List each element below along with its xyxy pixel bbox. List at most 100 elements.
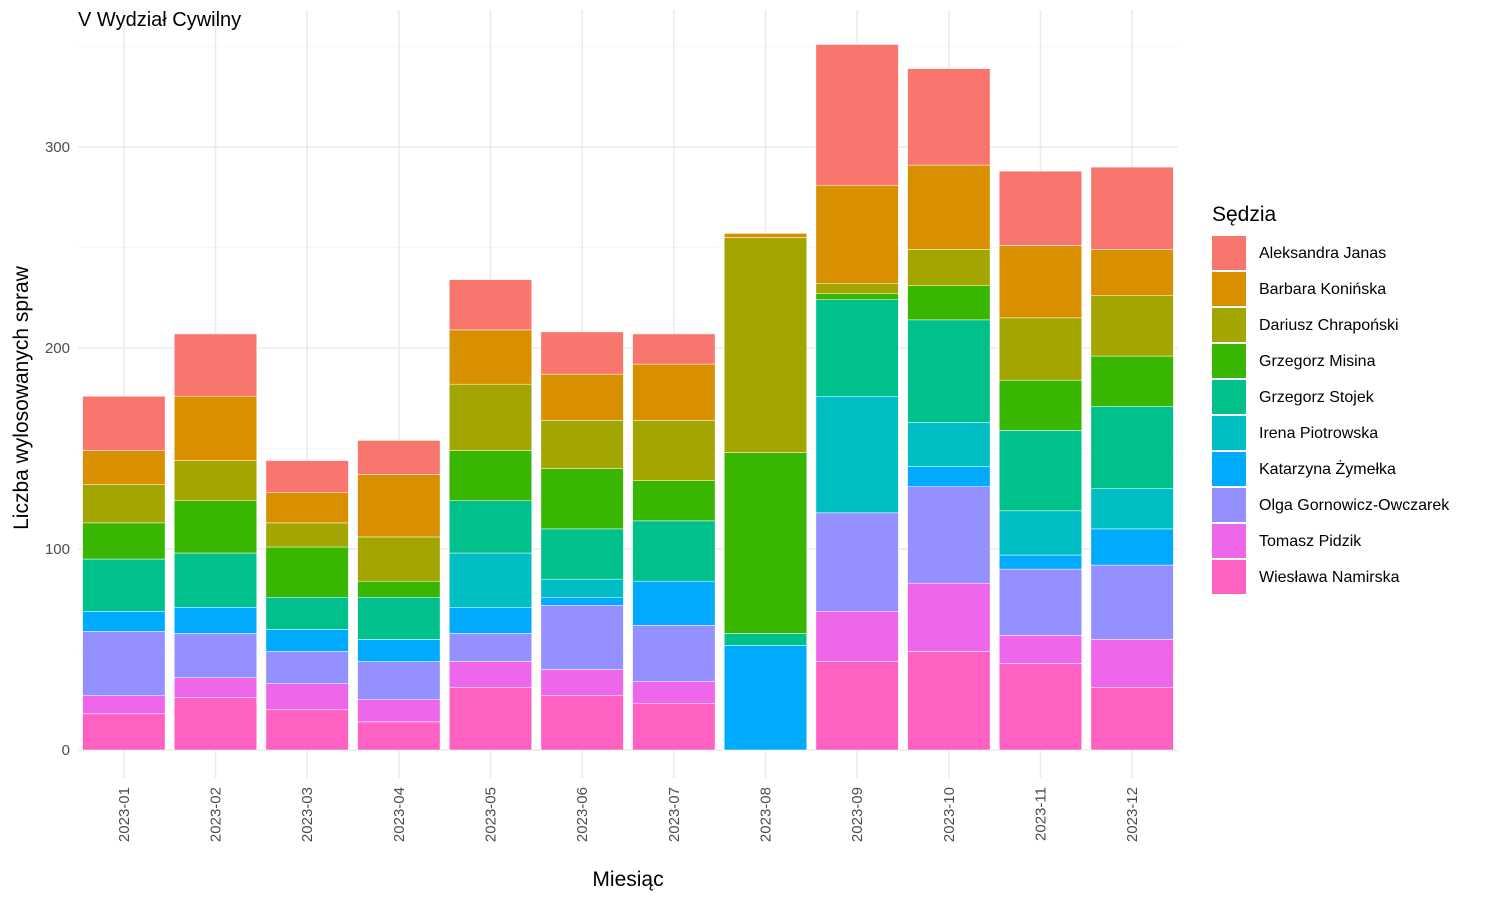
x-tick-label: 2023-08 [758,787,775,842]
legend-label: Wiesława Namirska [1259,569,1400,586]
bar-segment [999,510,1082,556]
legend-key [1212,452,1246,486]
bar-segment [540,695,624,751]
bar-segment [540,468,624,530]
bar-segment [82,484,166,524]
bar-segment [815,512,899,612]
legend-label: Katarzyna Żymełka [1259,459,1396,478]
bar-segment [265,492,349,524]
bar-segment [82,631,166,696]
bar-segment [1090,406,1174,489]
x-tick-label: 2023-05 [483,787,500,842]
bar-segment [1090,528,1174,566]
bar-segment [265,709,349,751]
bar-segment [265,683,349,711]
bar-segment [82,713,166,751]
legend-label: Irena Piotrowska [1259,425,1378,442]
bar-segment [449,500,532,554]
bar-segment [815,661,899,751]
bar-segment [540,373,624,421]
x-tick-label: 2023-03 [299,787,316,842]
bar-segment [632,520,716,582]
bar-segment [82,611,166,632]
x-tick-label: 2023-12 [1124,787,1141,842]
bar-segment [357,440,441,475]
bar-segment [632,681,716,705]
bar-segment [357,721,441,751]
bar-segment [82,695,166,715]
bar-segment [82,450,166,485]
bar-segment [357,699,441,723]
bar-segment [174,677,257,698]
bar-segment [265,522,349,548]
y-tick-label: 200 [45,340,70,357]
bar-segment [907,68,991,166]
bar-segment [1090,249,1174,296]
x-tick-label: 2023-07 [666,787,683,842]
y-tick-label: 100 [45,541,70,558]
bar-segment [174,633,257,678]
bar-segment [1090,687,1174,751]
bar-segment [632,625,716,682]
bar-segment [815,299,899,397]
bar-segment [907,651,991,751]
bar-segment [449,687,532,751]
bar-segment [449,552,532,608]
bar-segment [999,170,1082,246]
bar-segment [357,639,441,662]
bar-segment [449,661,532,688]
bar-segment [632,580,716,626]
bar-segment [174,552,257,608]
legend-key [1212,380,1246,414]
bar-segment [815,44,899,186]
bar-segment [82,395,166,451]
bar-segment [815,611,899,662]
bar-segment [357,596,441,640]
bar-segment [449,450,532,502]
x-tick-label: 2023-01 [116,787,133,842]
x-axis-ticks: 2023-01 2023-02 2023-03 2023-04 2023-05 2023-… [116,787,1141,842]
bar-segment [907,422,991,467]
x-tick-label: 2023-04 [391,787,408,842]
legend-key [1212,560,1246,594]
bar-segment [724,633,807,646]
bar-segment [1090,639,1174,688]
bar-segment [449,633,532,662]
x-axis-title: Miesiąc [592,868,663,891]
bar-segment [357,474,441,538]
legend-label: Olga Gornowicz-Owczarek [1259,497,1450,514]
bar-segment [265,546,349,598]
legend-key [1212,488,1246,522]
bar-segment [540,669,624,696]
bar-segment [449,607,532,634]
legend-key [1212,236,1246,270]
y-tick-label: 0 [62,742,70,759]
bar-segment [174,333,257,397]
bar-segment [724,645,807,751]
x-tick-label: 2023-10 [941,787,958,842]
bar-segment [265,651,349,684]
bar-segment [265,629,349,652]
bar-segment [540,331,624,375]
bar-segment [724,452,807,634]
legend-label: Tomasz Pidzik [1259,533,1362,550]
legend-key [1212,344,1246,378]
legend-label: Grzegorz Misina [1259,353,1376,370]
bar-segment [999,663,1082,751]
bar-segment [999,568,1082,636]
bar-segment [999,379,1082,431]
legend-key [1212,416,1246,450]
bar-segment [999,317,1082,381]
bar-segment [632,333,716,365]
y-axis-title: Liczba wylosowanych spraw [10,265,33,530]
bar-segment [632,703,716,751]
bar-segment [174,697,257,751]
bar-segment [907,164,991,250]
bar-segment [632,480,716,522]
chart-title: V Wydział Cywilny [78,9,241,31]
bar-segment [999,635,1082,664]
legend-label: Dariusz Chrapoński [1259,317,1399,334]
bar-segment [357,580,441,598]
bar-segment [174,460,257,502]
bar-segment [82,522,166,560]
